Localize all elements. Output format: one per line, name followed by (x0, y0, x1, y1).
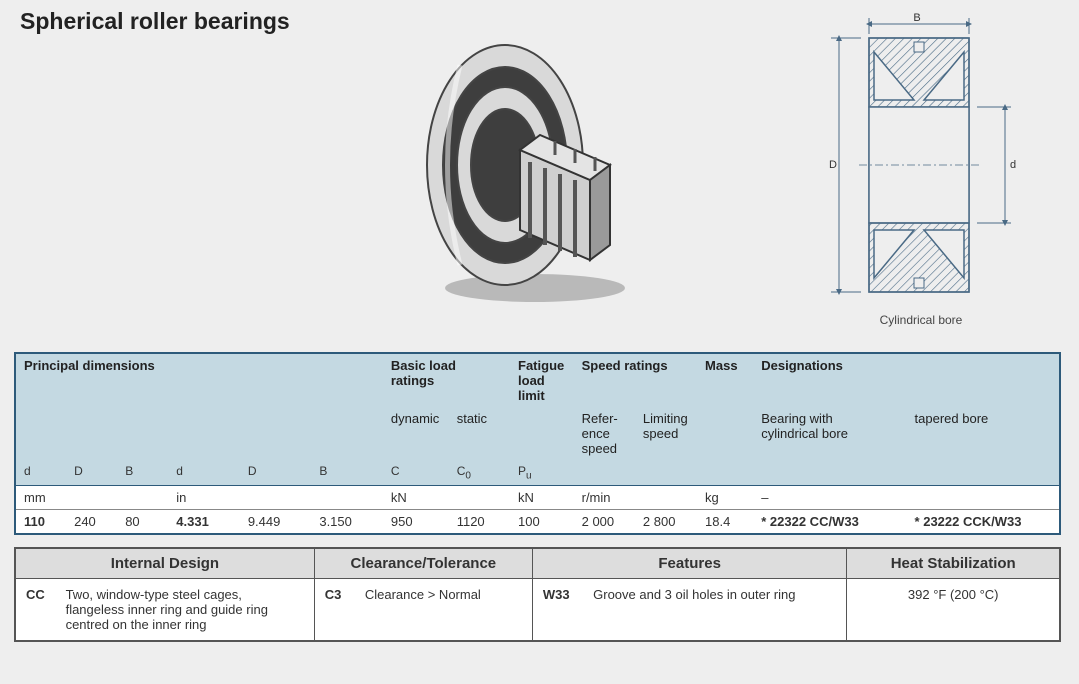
group-principal: Principal dimensions (24, 358, 155, 373)
sub-lim-speed: Limitingspeed (635, 407, 697, 460)
bearing-3d-render (410, 30, 640, 310)
val-B-in: 3.150 (311, 510, 383, 535)
svg-text:d: d (1010, 159, 1016, 171)
clearance-text: Clearance > Normal (355, 579, 533, 642)
internal-code: CC (15, 579, 56, 642)
spec-unit-row: mm in kN kN r/min kg – (15, 486, 1060, 510)
col-d-in: d (168, 460, 240, 486)
group-designations: Designations (761, 358, 843, 373)
unit-dash: – (753, 486, 906, 510)
features-data-row: CC Two, window-type steel cages, flangel… (15, 579, 1060, 642)
spec-data-row: 110 240 80 4.331 9.449 3.150 950 1120 10… (15, 510, 1060, 535)
features-text: Groove and 3 oil holes in outer ring (583, 579, 847, 642)
page-title: Spherical roller bearings (20, 8, 290, 35)
val-lim-speed: 2 800 (635, 510, 697, 535)
val-desig-cyl: * 22322 CC/W33 (753, 510, 906, 535)
hdr-internal: Internal Design (15, 548, 314, 579)
col-Pu: Pu (510, 460, 574, 486)
val-desig-tap: * 23222 CCK/W33 (907, 510, 1060, 535)
internal-text: Two, window-type steel cages, flangeless… (56, 579, 315, 642)
hdr-features: Features (532, 548, 847, 579)
val-d-mm: 110 (15, 510, 66, 535)
page-root: Spherical roller bearings (0, 0, 1079, 684)
unit-kN2: kN (510, 486, 574, 510)
unit-kg: kg (697, 486, 753, 510)
col-d-mm: d (15, 460, 66, 486)
features-header-row: Internal Design Clearance/Tolerance Feat… (15, 548, 1060, 579)
svg-text:D: D (829, 159, 837, 171)
sub-cyl-bore: Bearing withcylindrical bore (753, 407, 906, 460)
bearing-illustration (410, 30, 690, 310)
sub-static: static (449, 407, 510, 460)
val-Pu: 100 (510, 510, 574, 535)
hdr-heat: Heat Stabilization (847, 548, 1060, 579)
group-basic-load: Basic load ratings (391, 358, 456, 388)
unit-kN1: kN (383, 486, 449, 510)
unit-in: in (168, 486, 240, 510)
schematic-caption: Cylindrical bore (811, 313, 1031, 327)
spec-header-sub: dynamic static Refer-encespeed Limitings… (15, 407, 1060, 460)
unit-rmin: r/min (574, 486, 635, 510)
features-table: Internal Design Clearance/Tolerance Feat… (14, 547, 1061, 642)
val-B-mm: 80 (117, 510, 168, 535)
sub-ref-speed: Refer-encespeed (574, 407, 635, 460)
spec-table: Principal dimensions Basic load ratings … (14, 352, 1061, 535)
val-d-in: 4.331 (168, 510, 240, 535)
group-speed: Speed ratings (582, 358, 668, 373)
val-D-in: 9.449 (240, 510, 312, 535)
tables-container: Principal dimensions Basic load ratings … (14, 352, 1061, 642)
schematic-drawing: B D d (811, 12, 1031, 322)
val-C: 950 (383, 510, 449, 535)
sub-dynamic: dynamic (383, 407, 449, 460)
features-code: W33 (532, 579, 583, 642)
sub-tap-bore: tapered bore (907, 407, 1060, 460)
svg-text:B: B (913, 12, 920, 24)
col-B-in: B (311, 460, 383, 486)
clearance-code: C3 (314, 579, 355, 642)
col-B-mm: B (117, 460, 168, 486)
val-D-mm: 240 (66, 510, 117, 535)
group-mass: Mass (705, 358, 738, 373)
val-C0: 1120 (449, 510, 510, 535)
val-mass: 18.4 (697, 510, 753, 535)
spec-header-groups: Principal dimensions Basic load ratings … (15, 353, 1060, 407)
hdr-clearance: Clearance/Tolerance (314, 548, 532, 579)
spec-header-cols: d D B d D B C C0 Pu (15, 460, 1060, 486)
col-C0: C0 (449, 460, 510, 486)
heat-value: 392 °F (200 °C) (847, 579, 1060, 642)
val-ref-speed: 2 000 (574, 510, 635, 535)
group-fatigue: Fatigue load limit (518, 358, 564, 403)
unit-mm: mm (15, 486, 66, 510)
col-D-mm: D (66, 460, 117, 486)
col-D-in: D (240, 460, 312, 486)
col-C: C (383, 460, 449, 486)
